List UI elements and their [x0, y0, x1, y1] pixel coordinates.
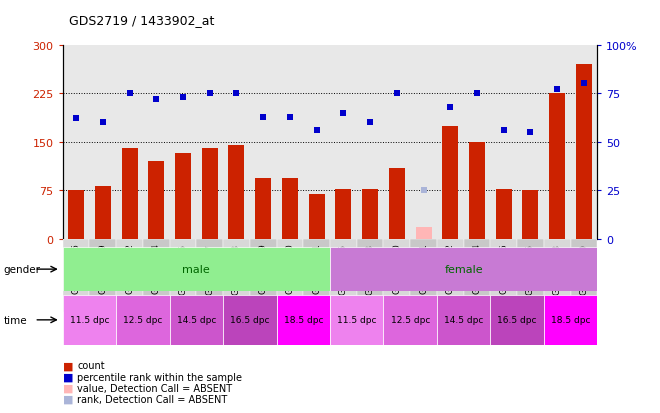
Text: 16.5 dpc: 16.5 dpc	[230, 316, 269, 325]
Bar	[496, 189, 512, 240]
Bar	[330, 240, 356, 312]
Bar	[277, 240, 304, 312]
Text: 12.5 dpc: 12.5 dpc	[391, 316, 430, 325]
Text: ■: ■	[63, 383, 73, 393]
Bar	[389, 169, 405, 240]
Bar	[63, 240, 90, 312]
Text: GSM158624: GSM158624	[473, 243, 482, 294]
Text: GSM158611: GSM158611	[312, 243, 321, 294]
Bar	[223, 295, 277, 345]
Text: GSM158628: GSM158628	[552, 243, 562, 294]
Bar	[116, 295, 170, 345]
Bar	[442, 126, 458, 240]
Text: GSM158604: GSM158604	[152, 243, 161, 294]
Bar	[416, 228, 432, 240]
Text: GDS2719 / 1433902_at: GDS2719 / 1433902_at	[69, 14, 214, 27]
Bar	[463, 240, 490, 312]
Bar	[148, 162, 164, 240]
Text: 16.5 dpc: 16.5 dpc	[498, 316, 537, 325]
Text: ■: ■	[63, 394, 73, 404]
Bar	[170, 295, 223, 345]
Bar	[576, 65, 592, 240]
Text: 11.5 dpc: 11.5 dpc	[70, 316, 109, 325]
Text: GSM158625: GSM158625	[499, 243, 508, 294]
Bar	[437, 295, 490, 345]
Bar	[517, 240, 544, 312]
Bar	[383, 240, 411, 312]
Bar	[356, 240, 383, 312]
Bar	[255, 178, 271, 240]
Bar	[121, 149, 137, 240]
Bar	[304, 240, 330, 312]
Bar	[362, 189, 378, 240]
Text: GSM158616: GSM158616	[339, 243, 348, 294]
Bar	[68, 191, 84, 240]
Bar	[330, 248, 597, 291]
Text: GSM158606: GSM158606	[178, 243, 187, 294]
Bar	[282, 178, 298, 240]
Text: ■: ■	[63, 361, 73, 370]
Text: GSM158626: GSM158626	[526, 243, 535, 294]
Text: time: time	[3, 315, 27, 325]
Text: GSM158609: GSM158609	[259, 243, 268, 294]
Bar	[228, 146, 244, 240]
Text: female: female	[444, 264, 483, 275]
Text: 12.5 dpc: 12.5 dpc	[123, 316, 162, 325]
Bar	[411, 240, 437, 312]
Text: GSM158607: GSM158607	[205, 243, 214, 294]
Text: GSM158599: GSM158599	[98, 243, 108, 294]
Text: ■: ■	[63, 372, 73, 382]
Text: count: count	[77, 361, 105, 370]
Text: GSM158618: GSM158618	[366, 243, 375, 294]
Bar	[170, 240, 197, 312]
Bar	[63, 295, 116, 345]
Bar	[202, 149, 218, 240]
Bar	[437, 240, 464, 312]
Text: GSM158620: GSM158620	[392, 243, 401, 294]
Bar	[250, 240, 277, 312]
Text: percentile rank within the sample: percentile rank within the sample	[77, 372, 242, 382]
Bar	[143, 240, 170, 312]
Text: GSM158610: GSM158610	[285, 243, 294, 294]
Text: GSM158630: GSM158630	[579, 243, 589, 294]
Text: rank, Detection Call = ABSENT: rank, Detection Call = ABSENT	[77, 394, 228, 404]
Text: GSM158602: GSM158602	[125, 243, 134, 294]
Text: 14.5 dpc: 14.5 dpc	[444, 316, 483, 325]
Bar	[95, 187, 111, 240]
Bar	[330, 295, 383, 345]
Bar	[570, 240, 597, 312]
Text: GSM158622: GSM158622	[446, 243, 455, 294]
Bar	[63, 248, 330, 291]
Bar	[544, 295, 597, 345]
Bar	[90, 240, 116, 312]
Bar	[175, 154, 191, 240]
Bar	[549, 94, 565, 240]
Text: 11.5 dpc: 11.5 dpc	[337, 316, 376, 325]
Text: GSM158608: GSM158608	[232, 243, 241, 294]
Text: GSM158596: GSM158596	[71, 243, 81, 294]
Bar	[116, 240, 143, 312]
Text: 18.5 dpc: 18.5 dpc	[284, 316, 323, 325]
Bar	[197, 240, 223, 312]
Text: male: male	[182, 264, 211, 275]
Text: 18.5 dpc: 18.5 dpc	[551, 316, 590, 325]
Text: gender: gender	[3, 264, 40, 275]
Bar	[383, 295, 437, 345]
Bar	[523, 191, 539, 240]
Bar	[490, 295, 544, 345]
Text: 14.5 dpc: 14.5 dpc	[177, 316, 216, 325]
Bar	[223, 240, 249, 312]
Bar	[277, 295, 330, 345]
Text: GSM158621: GSM158621	[419, 243, 428, 294]
Bar	[335, 189, 351, 240]
Bar	[544, 240, 571, 312]
Text: value, Detection Call = ABSENT: value, Detection Call = ABSENT	[77, 383, 232, 393]
Bar	[309, 194, 325, 240]
Bar	[469, 142, 485, 240]
Bar	[490, 240, 517, 312]
